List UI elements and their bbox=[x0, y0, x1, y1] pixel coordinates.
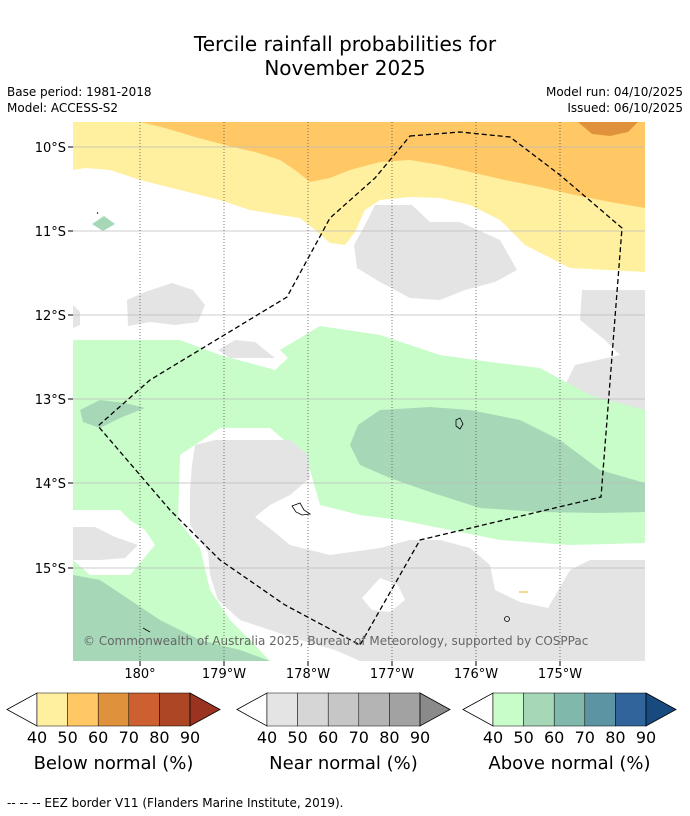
colorbar-segment bbox=[266, 692, 298, 727]
colorbar-title: Below normal (%) bbox=[33, 753, 194, 774]
base-period: Base period: 1981-2018 bbox=[7, 85, 152, 99]
near-normal-region-north bbox=[354, 205, 517, 300]
map-ticks bbox=[68, 146, 561, 666]
colorbar-tick-label: 40 bbox=[26, 728, 48, 747]
colorbar-left-cap bbox=[462, 692, 494, 727]
colorbar-title: Near normal (%) bbox=[269, 753, 418, 774]
colorbar-tick-label: 80 bbox=[149, 728, 170, 747]
lat-label-14s: 14°S bbox=[35, 477, 66, 492]
lon-label-178w: 178°W bbox=[286, 667, 330, 682]
near-normal-region-west2 bbox=[73, 305, 80, 328]
lat-label-10s: 10°S bbox=[35, 141, 66, 156]
near-normal-region-east bbox=[565, 290, 645, 410]
colorbar-segment bbox=[492, 692, 524, 727]
colorbar-tick-label: 90 bbox=[179, 728, 201, 747]
colorbar-tick-label: 50 bbox=[513, 728, 534, 747]
colorbar-segment bbox=[389, 692, 421, 727]
colorbar-segment bbox=[358, 692, 390, 727]
lon-label-177w: 177°W bbox=[370, 667, 414, 682]
colorbar-segment bbox=[523, 692, 555, 727]
model-name: Model: ACCESS-S2 bbox=[7, 101, 119, 115]
above-normal-50-region-islet bbox=[92, 216, 115, 231]
colorbar-tick-label: 70 bbox=[118, 728, 139, 747]
lat-label-15s: 15°S bbox=[35, 562, 66, 577]
colorbar-tick-label: 40 bbox=[482, 728, 504, 747]
colorbar-tick-label: 90 bbox=[635, 728, 657, 747]
above-normal-40-region bbox=[73, 326, 645, 661]
colorbar-tick-label: 60 bbox=[88, 728, 109, 747]
near-normal-region-west3 bbox=[218, 340, 275, 358]
colorbar-segment bbox=[553, 692, 586, 727]
island-south bbox=[504, 616, 510, 622]
colorbar-right-cap bbox=[419, 692, 451, 727]
colorbar-left-cap bbox=[236, 692, 268, 727]
colorbar-tick-label: 70 bbox=[574, 728, 595, 747]
colorbar-tick-label: 60 bbox=[544, 728, 565, 747]
latitude-gridlines bbox=[73, 146, 645, 569]
colorbar-tick-label: 90 bbox=[409, 728, 431, 747]
island-north-mark bbox=[96, 211, 99, 215]
colorbar-legends bbox=[6, 692, 677, 727]
island-fiji-east bbox=[455, 417, 464, 430]
colorbar-right-cap bbox=[645, 692, 677, 727]
near-normal-region-southwest bbox=[73, 527, 138, 560]
eez-border bbox=[97, 131, 623, 646]
colorbar-tick-label: 60 bbox=[318, 728, 339, 747]
white-gap-south bbox=[362, 578, 405, 612]
colorbar-tick-label: 80 bbox=[605, 728, 626, 747]
map-title-line1: Tercile rainfall probabilities for bbox=[193, 32, 497, 56]
lon-label-176w: 176°W bbox=[454, 667, 498, 682]
colorbar-tick-label: 50 bbox=[57, 728, 78, 747]
colorbar-segment bbox=[327, 692, 360, 727]
island-southwest-mark bbox=[142, 627, 151, 633]
lat-label-13s: 13°S bbox=[35, 393, 66, 408]
model-run: Model run: 04/10/2025 bbox=[545, 85, 683, 99]
colorbar-left-cap bbox=[6, 692, 38, 727]
island-center bbox=[291, 502, 312, 516]
lat-label-11s: 11°S bbox=[35, 225, 66, 240]
colorbar-tick-label: 70 bbox=[348, 728, 369, 747]
above-normal-50-region-center bbox=[350, 407, 645, 513]
near-normal-region-center bbox=[190, 440, 645, 661]
colorbar-segment bbox=[159, 692, 191, 727]
colorbar-segment bbox=[584, 692, 616, 727]
lon-label-180: 180° bbox=[124, 667, 155, 682]
colorbar-segment bbox=[36, 692, 68, 727]
colorbar-segment bbox=[128, 692, 160, 727]
issued-date: Issued: 06/10/2025 bbox=[567, 101, 683, 115]
colorbar-segment bbox=[97, 692, 130, 727]
colorbar-tick-label: 50 bbox=[287, 728, 308, 747]
colorbar-tick-label: 80 bbox=[379, 728, 400, 747]
colorbar-tick-label: 40 bbox=[256, 728, 278, 747]
copyright-notice: © Commonwealth of Australia 2025, Bureau… bbox=[83, 634, 588, 648]
lat-label-12s: 12°S bbox=[35, 309, 66, 324]
below-normal-50-region bbox=[140, 122, 645, 208]
colorbar-segment bbox=[67, 692, 99, 727]
colorbar-title: Above normal (%) bbox=[488, 753, 651, 774]
below-normal-60-region bbox=[578, 122, 638, 136]
colorbar-right-cap bbox=[189, 692, 221, 727]
eez-footnote: -- -- -- EEZ border V11 (Flanders Marine… bbox=[7, 796, 344, 810]
lon-label-179w: 179°W bbox=[202, 667, 246, 682]
colorbar-segment bbox=[297, 692, 329, 727]
above-normal-50-region-southwest bbox=[73, 575, 270, 661]
map-title-line2: November 2025 bbox=[264, 56, 426, 80]
colorbar-segment bbox=[615, 692, 647, 727]
lon-label-175w: 175°W bbox=[538, 667, 582, 682]
map-plot-area bbox=[73, 122, 645, 661]
